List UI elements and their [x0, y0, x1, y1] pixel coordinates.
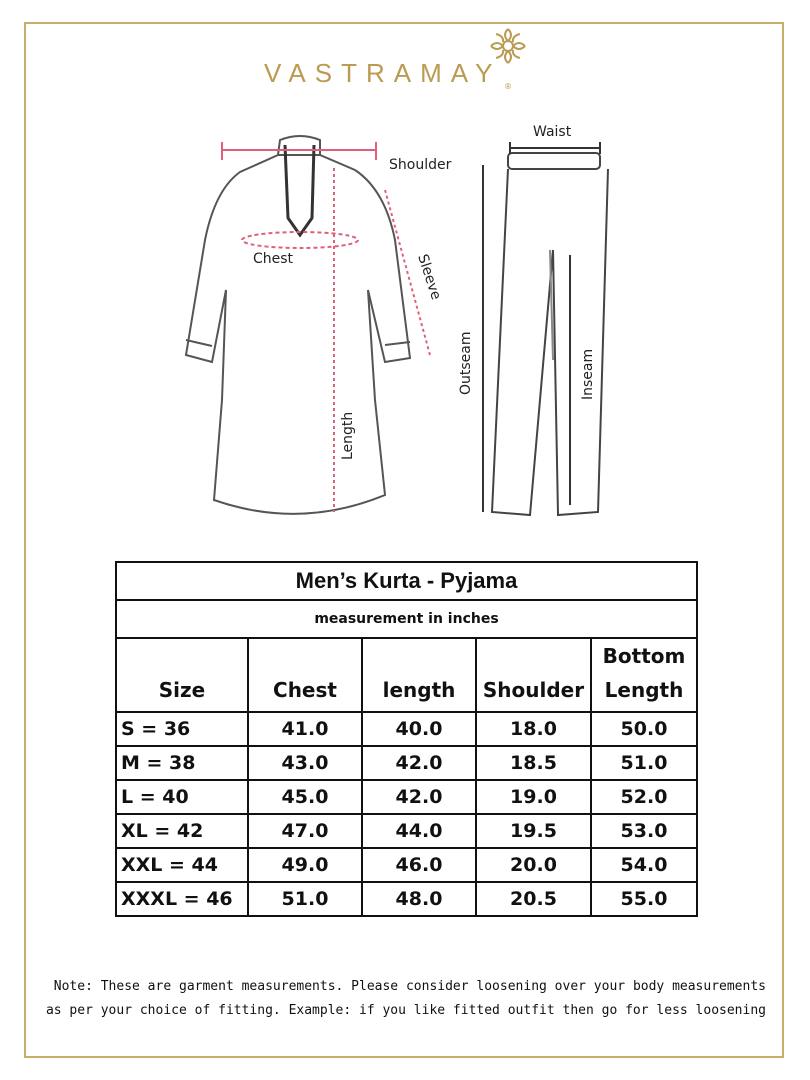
header-length: length [361, 637, 477, 713]
chest-label: Chest [253, 251, 294, 267]
size-cell: S = 36 [115, 711, 249, 747]
length-cell: 46.0 [361, 847, 477, 883]
shoulder-cell: 19.0 [475, 779, 592, 815]
length-cell: 48.0 [361, 881, 477, 917]
table-header-row: Size Chest length Shoulder Bottom Length [115, 637, 698, 713]
length-cell: 42.0 [361, 745, 477, 781]
size-cell: M = 38 [115, 745, 249, 781]
length-cell: 42.0 [361, 779, 477, 815]
size-cell: XXL = 44 [115, 847, 249, 883]
table-row: XL = 42 47.0 44.0 19.5 53.0 [115, 813, 698, 849]
shoulder-cell: 18.5 [475, 745, 592, 781]
table-row: M = 38 43.0 42.0 18.5 51.0 [115, 745, 698, 781]
bottom-length-cell: 53.0 [590, 813, 698, 849]
brand-logo: VASTRAMAY [264, 58, 502, 88]
header-chest: Chest [247, 637, 363, 713]
length-cell: 44.0 [361, 813, 477, 849]
registered-mark: ® [504, 82, 512, 91]
chest-cell: 51.0 [247, 881, 363, 917]
chest-cell: 47.0 [247, 813, 363, 849]
sleeve-label: Sleeve [414, 252, 444, 302]
header-size: Size [115, 637, 249, 713]
chest-cell: 45.0 [247, 779, 363, 815]
table-row: S = 36 41.0 40.0 18.0 50.0 [115, 711, 698, 747]
pyjama-measure-lines [482, 142, 601, 512]
table-subtitle: measurement in inches [115, 599, 698, 639]
size-cell: L = 40 [115, 779, 249, 815]
outseam-label: Outseam [458, 331, 474, 395]
bottom-length-cell: 54.0 [590, 847, 698, 883]
length-label: Length [340, 412, 356, 460]
table-row: XXXL = 46 51.0 48.0 20.5 55.0 [115, 881, 698, 917]
header-shoulder: Shoulder [475, 637, 592, 713]
note-line-1: Note: These are garment measurements. Pl… [53, 979, 766, 994]
shoulder-cell: 20.5 [475, 881, 592, 917]
kurta-measure-lines [221, 142, 431, 512]
table-row: L = 40 45.0 42.0 19.0 52.0 [115, 779, 698, 815]
bottom-length-cell: 51.0 [590, 745, 698, 781]
shoulder-label: Shoulder [389, 157, 452, 173]
shoulder-cell: 19.5 [475, 813, 592, 849]
size-chart-table: Men’s Kurta - Pyjama measurement in inch… [115, 561, 698, 917]
inseam-label: Inseam [580, 349, 596, 400]
shoulder-cell: 20.0 [475, 847, 592, 883]
garment-diagram: Shoulder Chest Sleeve Length Waist Outse… [184, 124, 609, 517]
chest-cell: 43.0 [247, 745, 363, 781]
table-row: XXL = 44 49.0 46.0 20.0 54.0 [115, 847, 698, 883]
size-cell: XXXL = 46 [115, 881, 249, 917]
shoulder-cell: 18.0 [475, 711, 592, 747]
fitting-note: Note: These are garment measurements. Pl… [46, 975, 766, 1023]
bottom-length-cell: 50.0 [590, 711, 698, 747]
note-line-2: as per your choice of fitting. Example: … [45, 1003, 766, 1018]
pyjama-illustration [490, 152, 609, 517]
size-cell: XL = 42 [115, 813, 249, 849]
chest-cell: 49.0 [247, 847, 363, 883]
bottom-length-cell: 52.0 [590, 779, 698, 815]
page-border [24, 22, 784, 1058]
chest-cell: 41.0 [247, 711, 363, 747]
header-bottom-length: Bottom Length [590, 637, 698, 713]
waist-label: Waist [533, 124, 572, 140]
table-title: Men’s Kurta - Pyjama [115, 561, 698, 601]
kurta-illustration [184, 135, 412, 515]
brand-flower-icon [490, 28, 526, 64]
length-cell: 40.0 [361, 711, 477, 747]
bottom-length-cell: 55.0 [590, 881, 698, 917]
